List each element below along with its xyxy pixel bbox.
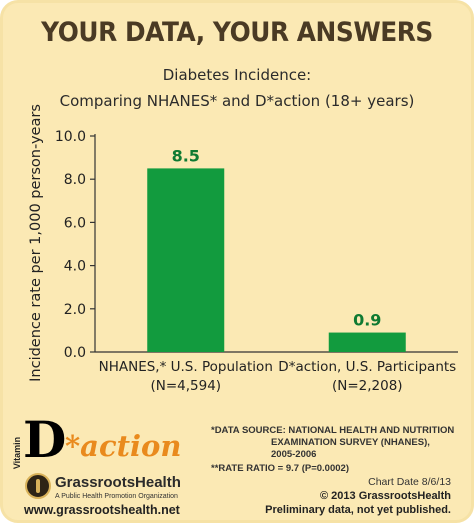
bar-1 xyxy=(328,332,406,352)
category-n: (N=2,208) xyxy=(331,378,403,394)
grassroots-logo-icon xyxy=(25,473,51,499)
y-tick-label: 6.0 xyxy=(64,215,86,231)
y-axis-label: Incidence rate per 1,000 person-years xyxy=(28,104,44,382)
org-name: GrassrootsHealth xyxy=(55,474,181,491)
copyright: © 2013 GrassrootsHealth xyxy=(320,490,451,502)
category-n: (N=4,594) xyxy=(150,378,222,394)
category-name: NHANES,* U.S. Population xyxy=(98,359,273,375)
x-category-label-nhanes: NHANES,* U.S. Population (N=4,594) xyxy=(96,358,276,396)
headline: YOUR DATA, YOUR ANSWERS xyxy=(41,17,433,48)
data-source-note: *DATA SOURCE: NATIONAL HEALTH AND NUTRIT… xyxy=(211,425,456,461)
preliminary-note: Preliminary data, not yet published. xyxy=(265,504,451,516)
category-name: D*action, U.S. Participants xyxy=(278,359,457,375)
bar-value-label: 8.5 xyxy=(172,146,200,165)
org-tagline: A Public Health Promotion Organization xyxy=(55,493,178,500)
bar-chart: 0.0 2.0 4.0 6.0 8.0 10.0 8.5 0.9 xyxy=(55,129,458,361)
org-url[interactable]: www.grassrootshealth.net xyxy=(24,503,180,517)
x-category-label-daction: D*action, U.S. Participants (N=2,208) xyxy=(277,358,457,396)
logo-d-letter: D xyxy=(23,410,67,469)
y-tick-label: 10.0 xyxy=(55,129,86,145)
chart-subtitle-line2: Comparing NHANES* and D*action (18+ year… xyxy=(59,92,415,110)
logo-vitamin-text: Vitamin xyxy=(12,436,22,470)
data-source-line2: EXAMINATION SURVEY (NHANES), 2005-2006 xyxy=(271,437,430,460)
chart-subtitle-line1: Diabetes Incidence: xyxy=(162,66,312,84)
chart-date: Chart Date 8/6/13 xyxy=(368,476,451,488)
rate-ratio-note: **RATE RATIO = 9.7 (P=0.0002) xyxy=(211,463,349,474)
bar-0 xyxy=(147,168,225,352)
y-tick-label: 2.0 xyxy=(64,302,86,318)
bar-value-label: 0.9 xyxy=(353,311,381,330)
data-source-line1: *DATA SOURCE: NATIONAL HEALTH AND NUTRIT… xyxy=(211,425,455,436)
y-tick-label: 8.0 xyxy=(64,172,86,188)
logo-action-text: *action xyxy=(65,429,182,463)
y-tick-label: 0.0 xyxy=(64,345,86,361)
y-tick-label: 4.0 xyxy=(64,259,86,275)
